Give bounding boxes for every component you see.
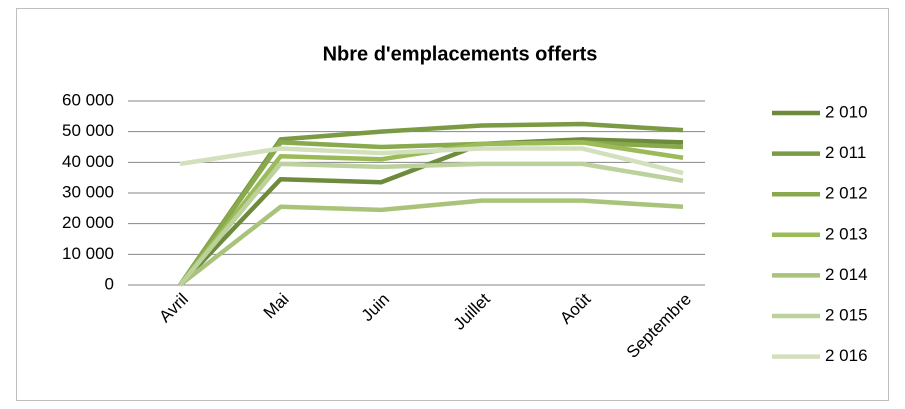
y-tick-label: 10 000 (62, 244, 114, 263)
y-tick-label: 50 000 (62, 121, 114, 140)
y-tick-label: 60 000 (62, 90, 114, 109)
legend-label: 2 010 (825, 102, 868, 121)
legend-label: 2 016 (825, 346, 868, 365)
legend-label: 2 011 (825, 143, 866, 162)
series-line (178, 198, 684, 287)
legend-label: 2 014 (825, 265, 868, 284)
y-tick-label: 40 000 (62, 152, 114, 171)
y-tick-label: 0 (105, 274, 114, 293)
y-tick-label: 30 000 (62, 182, 114, 201)
series-line (179, 146, 684, 176)
legend-label: 2 012 (825, 184, 868, 203)
chart-title: Nbre d'emplacements offerts (323, 43, 598, 65)
series-line (178, 161, 684, 287)
legend-label: 2 015 (825, 305, 868, 324)
legend-label: 2 013 (825, 224, 868, 243)
series-line (178, 137, 684, 287)
y-tick-label: 20 000 (62, 213, 114, 232)
